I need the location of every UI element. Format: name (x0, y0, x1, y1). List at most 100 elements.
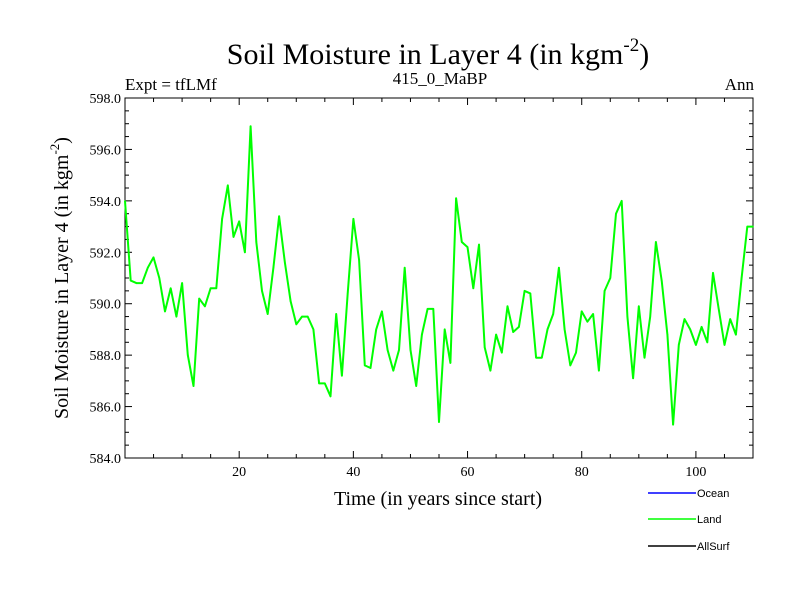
land-data-point (552, 313, 554, 315)
land-data-point (729, 318, 731, 320)
land-data-point (129, 279, 132, 282)
legend: Ocean Land AllSurf (648, 488, 730, 553)
chart-title-superscript: -2 (623, 35, 639, 56)
land-data-point (135, 282, 138, 284)
land-series-line (124, 125, 753, 426)
chart-title-close: ) (639, 38, 649, 71)
land-data-point (324, 382, 326, 385)
land-series-points (124, 125, 754, 426)
land-data-point (289, 300, 292, 302)
land-data-point (158, 277, 161, 279)
land-data-point (261, 290, 263, 292)
land-data-point (364, 364, 366, 367)
land-data-point (421, 333, 423, 336)
land-data-point (272, 266, 275, 269)
land-data-point (746, 225, 749, 228)
land-data-point (392, 369, 395, 372)
land-data-point (489, 369, 492, 372)
land-data-point (244, 251, 246, 254)
y-tick-label: 586.0 (90, 401, 122, 416)
land-data-point (312, 328, 315, 331)
land-data-point (620, 200, 623, 202)
land-data-point (672, 423, 674, 426)
land-data-point (660, 279, 663, 282)
chart-title: Soil Moisture in Layer 4 (in kgm-2) (227, 35, 649, 71)
land-data-point (632, 377, 634, 380)
land-data-point (255, 241, 258, 243)
land-data-point (700, 326, 703, 328)
land-data-point (169, 287, 172, 290)
land-data-point (124, 200, 126, 202)
land-data-point (466, 246, 469, 248)
y-tick-label: 598.0 (90, 92, 122, 107)
y-tick-label: 584.0 (90, 452, 122, 467)
y-tick-label: 592.0 (90, 246, 122, 261)
land-data-point (529, 292, 532, 295)
land-data-point (358, 259, 360, 261)
x-axis: 20 40 60 80 100 (153, 98, 754, 480)
land-data-point (598, 369, 600, 372)
land-data-point (649, 315, 651, 318)
land-data-point (284, 261, 286, 264)
season-label: Ann (725, 75, 755, 94)
x-tick-label: 80 (575, 465, 589, 480)
legend-label-land: Land (697, 514, 721, 526)
land-data-point (426, 308, 429, 310)
land-data-point (341, 374, 343, 377)
land-data-point (706, 341, 709, 344)
land-data-point (266, 313, 269, 315)
land-data-point (249, 125, 252, 128)
land-data-point (461, 241, 463, 243)
land-data-point (432, 308, 435, 310)
land-data-point (301, 315, 303, 318)
land-data-point (472, 287, 475, 290)
land-data-point (678, 344, 680, 346)
land-data-point (175, 315, 178, 318)
land-data-point (506, 305, 509, 308)
land-data-point (752, 225, 754, 228)
land-data-point (204, 305, 206, 308)
land-data-point (187, 354, 189, 356)
land-data-point (483, 346, 486, 349)
land-data-point (615, 212, 617, 215)
land-data-point (278, 215, 280, 218)
land-data-point (535, 356, 537, 359)
x-tick-label: 20 (232, 465, 246, 480)
land-data-point (512, 331, 514, 333)
land-data-point (335, 313, 338, 315)
land-data-point (381, 310, 383, 313)
land-data-point (712, 272, 714, 274)
y-tick-label: 594.0 (90, 195, 122, 210)
land-data-point (626, 315, 629, 318)
land-data-point (375, 328, 378, 331)
land-data-point (723, 344, 726, 346)
land-data-point (717, 308, 720, 310)
land-data-point (215, 287, 218, 290)
land-data-point (386, 349, 389, 351)
land-data-point (221, 218, 223, 220)
land-data-point (346, 292, 349, 295)
land-data-point (655, 241, 657, 243)
land-data-point (141, 282, 143, 284)
land-data-point (523, 290, 526, 292)
x-tick-label: 60 (461, 465, 475, 480)
land-data-point (541, 356, 543, 359)
land-data-point (580, 310, 583, 313)
land-data-point (563, 328, 566, 331)
land-data-point (318, 382, 320, 385)
land-data-point (683, 318, 686, 320)
y-axis-label: Soil Moisture in Layer 4 (in kgm-2) (47, 137, 73, 419)
land-data-point (546, 328, 549, 331)
land-data-point (369, 367, 372, 369)
land-data-point (403, 266, 406, 269)
land-data-point (558, 266, 560, 269)
land-data-point (295, 323, 298, 326)
land-data-point (666, 333, 669, 336)
land-data-point (164, 310, 166, 313)
land-data-point (518, 326, 520, 328)
land-data-point (689, 328, 691, 331)
land-data-point (569, 364, 572, 367)
land-data-point (643, 356, 646, 359)
land-data-point (501, 351, 503, 354)
